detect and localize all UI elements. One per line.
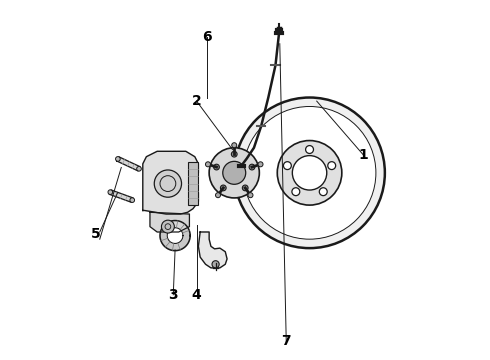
Circle shape — [243, 185, 248, 191]
Circle shape — [292, 188, 300, 195]
Text: 1: 1 — [359, 148, 368, 162]
Text: 6: 6 — [202, 30, 212, 44]
Circle shape — [232, 143, 237, 148]
Polygon shape — [110, 190, 133, 202]
Circle shape — [108, 190, 113, 194]
Polygon shape — [143, 151, 198, 214]
Circle shape — [205, 162, 211, 167]
Circle shape — [306, 145, 314, 153]
Polygon shape — [150, 212, 190, 232]
Circle shape — [319, 188, 327, 195]
Circle shape — [231, 151, 237, 157]
Bar — [188, 162, 198, 205]
Circle shape — [214, 164, 220, 170]
Circle shape — [258, 162, 263, 167]
Polygon shape — [167, 228, 183, 243]
Circle shape — [116, 157, 120, 161]
Polygon shape — [117, 157, 140, 171]
Circle shape — [130, 198, 135, 202]
Text: 3: 3 — [169, 288, 178, 302]
Circle shape — [216, 193, 220, 198]
Polygon shape — [160, 221, 190, 251]
Circle shape — [293, 156, 327, 190]
Circle shape — [154, 170, 181, 197]
Circle shape — [243, 107, 376, 239]
Circle shape — [249, 164, 255, 170]
Circle shape — [137, 166, 141, 171]
Text: 5: 5 — [91, 227, 101, 241]
Text: 2: 2 — [192, 94, 201, 108]
Circle shape — [220, 185, 226, 191]
Circle shape — [248, 193, 253, 198]
Circle shape — [161, 220, 174, 233]
Circle shape — [277, 140, 342, 205]
Text: 4: 4 — [192, 288, 201, 302]
Polygon shape — [198, 232, 227, 268]
Circle shape — [212, 261, 219, 268]
Circle shape — [283, 162, 292, 170]
Circle shape — [223, 161, 245, 184]
Circle shape — [209, 148, 259, 198]
Circle shape — [328, 162, 336, 170]
Circle shape — [234, 98, 385, 248]
Text: 7: 7 — [281, 334, 291, 348]
